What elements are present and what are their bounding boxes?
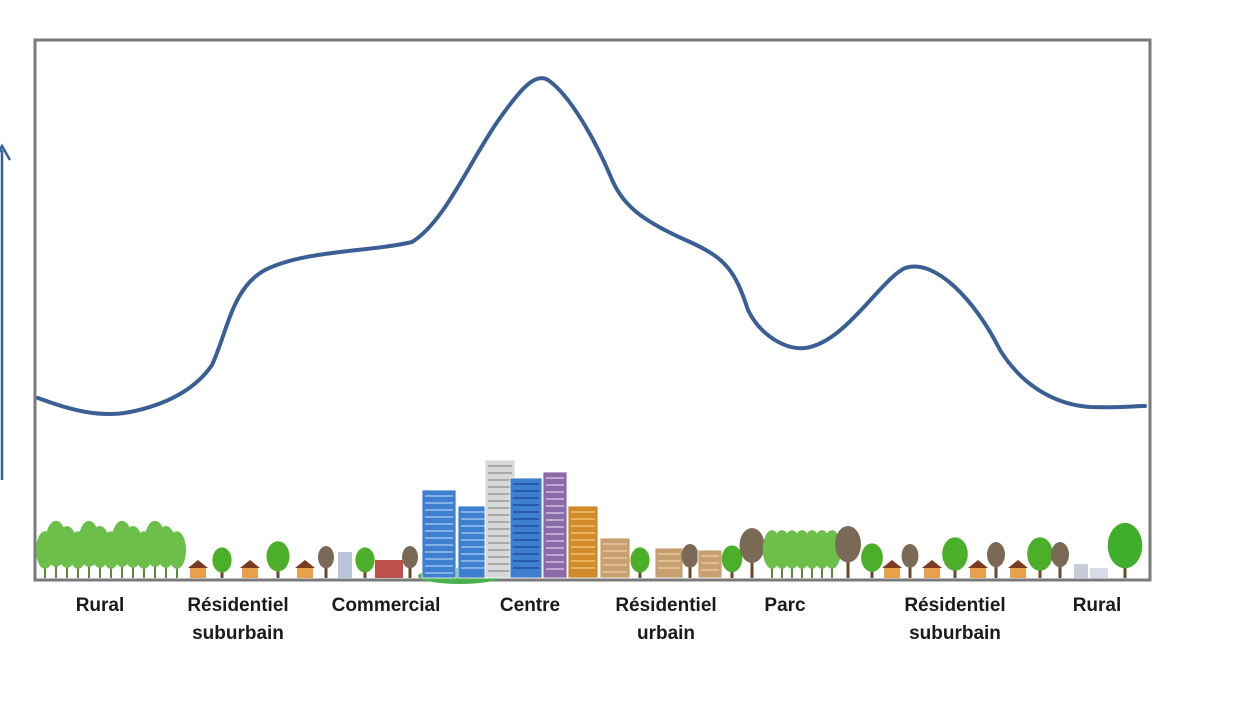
tree-icon: [66, 563, 68, 578]
zone-label: Résidentiel suburbain: [163, 592, 313, 648]
tree-icon: [801, 564, 803, 578]
farm-icon: [1090, 568, 1108, 578]
zone-label-line2: suburbain: [909, 623, 1001, 644]
house-icon: [190, 568, 206, 578]
skyscraper-icon: [421, 489, 457, 579]
zone-label: Résidentiel suburbain: [880, 592, 1030, 648]
tree-icon: [408, 562, 412, 578]
zone-label-line1: Résidentiel: [904, 595, 1006, 616]
zone-label-line1: Commercial: [331, 595, 441, 616]
tree-icon: [994, 560, 998, 578]
skyscraper-icon: [697, 549, 723, 579]
tree-icon: [324, 562, 328, 578]
tree-icon: [908, 561, 912, 578]
tree-icon: [831, 564, 833, 578]
skyscraper-icon: [457, 505, 489, 579]
tree-icon: [132, 563, 134, 578]
skyscraper-icon: [567, 505, 599, 579]
zone-label: Commercial: [311, 592, 461, 620]
building-icon: [338, 552, 352, 578]
tree-icon: [121, 561, 123, 578]
tree-icon: [1058, 560, 1062, 578]
zone-label-line1: Résidentiel: [615, 595, 717, 616]
density-curve: [36, 76, 1147, 416]
house-icon: [297, 568, 313, 578]
zone-label-line2: suburbain: [192, 623, 284, 644]
tree-icon: [771, 564, 773, 578]
house-icon: [924, 568, 940, 578]
zone-label: Rural: [1022, 592, 1172, 620]
zone-label-line1: Rural: [1072, 595, 1122, 616]
house-icon: [970, 568, 986, 578]
zone-label-line2: urbain: [636, 623, 696, 644]
house-icon: [884, 568, 900, 578]
house-icon: [242, 568, 258, 578]
city-skyline-strip: [36, 459, 1143, 584]
plot-frame: [33, 38, 1152, 582]
tree-icon: [811, 564, 813, 578]
tree-icon: [99, 563, 101, 578]
zone-label-line1: Centre: [499, 595, 561, 616]
tree-icon: [154, 561, 156, 578]
tree-icon: [176, 564, 178, 578]
house-icon: [1010, 568, 1026, 578]
tree-icon: [165, 563, 167, 578]
skyscraper-icon: [509, 477, 543, 579]
tree-icon: [55, 561, 57, 578]
tree-icon: [77, 564, 79, 578]
zone-label-line1: Résidentiel: [187, 595, 289, 616]
tree-icon: [110, 564, 112, 578]
zone-label: Centre: [455, 592, 605, 620]
tree-icon: [791, 564, 793, 578]
tree-icon: [88, 561, 90, 578]
zone-label-line1: Rural: [75, 595, 125, 616]
zone-label-line1: Parc: [764, 595, 806, 616]
skyscraper-icon: [654, 547, 684, 579]
farm-icon: [1074, 564, 1088, 578]
tree-icon: [846, 552, 850, 578]
tree-icon: [688, 561, 692, 578]
zone-label: Parc: [710, 592, 860, 620]
tree-icon: [821, 564, 823, 578]
tree-icon: [44, 564, 46, 578]
building-icon: [375, 560, 403, 578]
vertical-arrow-icon: [0, 143, 12, 480]
zone-label: Résidentiel urbain: [591, 592, 741, 648]
tree-icon: [750, 553, 754, 578]
skyscraper-icon: [542, 471, 568, 579]
tree-icon: [143, 564, 145, 578]
tree-icon: [781, 564, 783, 578]
zone-label: Rural: [25, 592, 175, 620]
